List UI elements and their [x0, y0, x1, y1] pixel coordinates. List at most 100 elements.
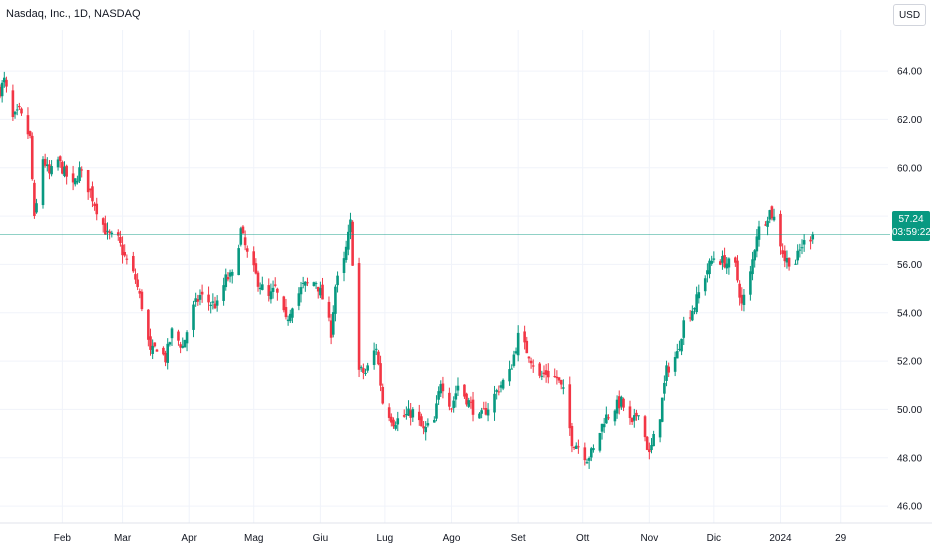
candle-body: [682, 320, 686, 338]
candle-body: [706, 270, 709, 275]
candle-up: [3, 71, 6, 88]
candle-body: [269, 291, 273, 300]
candle-up: [598, 432, 602, 453]
candle-up: [435, 395, 438, 422]
candle-down: [645, 435, 649, 451]
candle-up: [540, 370, 544, 381]
x-tick-label: 2024: [769, 533, 792, 544]
candle-up: [678, 340, 681, 352]
candle-body: [456, 385, 460, 391]
candle-body: [693, 308, 696, 310]
candle-body: [772, 216, 776, 221]
candle-body: [125, 258, 129, 260]
candle-body: [63, 166, 66, 177]
candle-down: [95, 197, 99, 221]
candle-up: [407, 400, 410, 417]
candle-up: [708, 258, 711, 279]
candle-body: [441, 383, 445, 392]
candle-body: [306, 282, 309, 284]
candle-up: [439, 380, 443, 397]
candle-body: [723, 255, 726, 268]
candle-body: [703, 278, 707, 292]
candle-body: [5, 79, 8, 87]
candle-body: [108, 231, 111, 234]
candle-body: [11, 90, 15, 118]
candle-body: [366, 365, 369, 371]
candle-down: [147, 309, 150, 347]
candle-body: [20, 108, 23, 114]
candle-down: [734, 256, 737, 267]
currency-button[interactable]: USD: [893, 4, 926, 26]
candle-up: [215, 295, 219, 312]
candle-body: [402, 415, 406, 417]
candle-down: [809, 236, 812, 250]
candle-down: [28, 130, 32, 139]
candle-body: [510, 368, 514, 370]
candle-body: [3, 77, 6, 83]
candle-body: [46, 164, 49, 167]
candle-down: [179, 341, 182, 354]
candle-body: [132, 255, 135, 272]
candle-up: [56, 156, 60, 171]
candle-body: [256, 272, 260, 287]
candle-body: [91, 186, 94, 202]
candle-down: [718, 259, 722, 266]
candle-body: [501, 379, 505, 389]
candle-up: [237, 244, 240, 276]
candle-body: [119, 236, 122, 244]
candle-down: [738, 280, 741, 306]
candle-up: [749, 265, 752, 301]
candle-up: [211, 293, 215, 310]
candle-up: [794, 259, 797, 265]
candle-down: [11, 84, 15, 121]
candle-down: [463, 384, 466, 399]
candle-down: [108, 229, 111, 240]
candle-body: [516, 332, 520, 356]
candle-up: [194, 292, 197, 307]
candle-body: [316, 286, 320, 292]
candle-body: [71, 173, 75, 183]
candle-body: [785, 257, 789, 263]
candle-down: [5, 76, 8, 93]
candle-down: [779, 210, 782, 255]
chart-title: Nasdaq, Inc., 1D, NASDAQ: [6, 8, 141, 20]
candle-up: [73, 178, 77, 187]
candle-body: [512, 354, 516, 366]
candle-down: [321, 277, 324, 300]
candle-body: [452, 400, 455, 409]
candle-up: [493, 385, 496, 421]
candle-up: [106, 222, 109, 240]
candle-down: [86, 169, 90, 200]
candle-up: [372, 342, 376, 370]
candle-up: [50, 160, 53, 177]
candle-body: [162, 347, 165, 355]
candle-body: [437, 391, 440, 400]
candle-up: [751, 251, 754, 281]
candle-body: [13, 111, 17, 115]
candle-down: [0, 84, 2, 99]
candle-up: [675, 343, 679, 359]
candle-body: [170, 328, 174, 339]
candle-body: [215, 300, 219, 306]
candle-down: [61, 160, 64, 175]
candle-up: [224, 268, 228, 291]
candle-body: [514, 351, 518, 354]
candle-body: [372, 350, 376, 365]
candle-down: [132, 251, 135, 273]
candle-body: [409, 410, 412, 418]
candle-body: [164, 352, 167, 363]
candle-up: [359, 365, 363, 372]
candle-body: [271, 287, 275, 292]
candle-down: [58, 155, 62, 168]
candle-up: [405, 406, 408, 420]
candle-up: [660, 397, 664, 423]
candle-body: [450, 408, 453, 410]
candle-body: [104, 223, 107, 235]
candle-up: [269, 283, 273, 304]
candle-down: [770, 205, 774, 221]
candle-body: [76, 180, 79, 183]
candle-body: [282, 296, 286, 311]
candle-body: [523, 331, 526, 343]
candle-body: [635, 412, 638, 417]
candle-up: [198, 289, 202, 306]
